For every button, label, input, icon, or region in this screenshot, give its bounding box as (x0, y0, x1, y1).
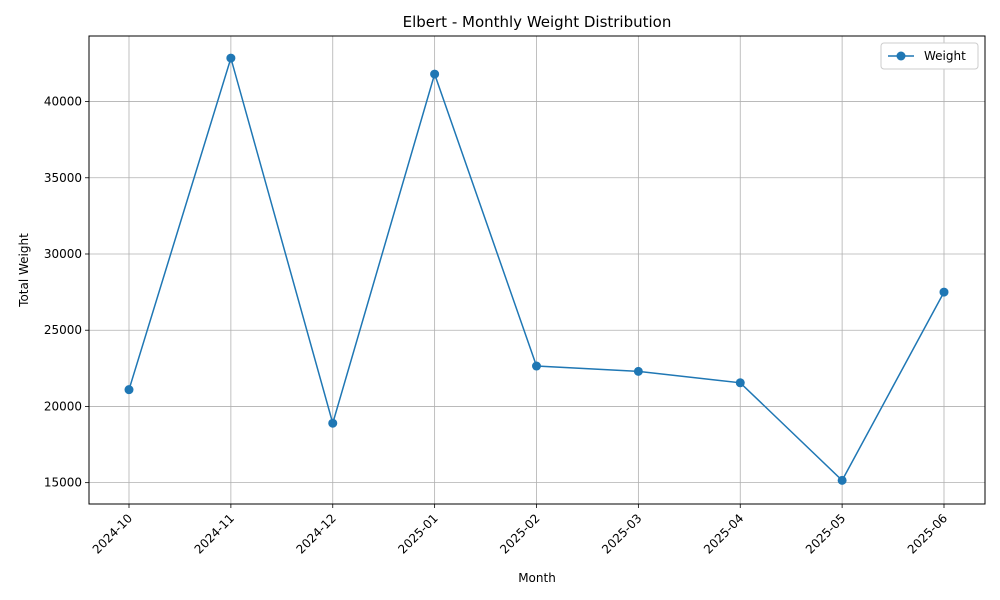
legend-box (880, 42, 979, 70)
data-point (328, 418, 338, 428)
legend: Weight (880, 42, 979, 70)
y-tick-label: 15000 (44, 476, 82, 490)
y-tick-label: 30000 (44, 247, 82, 261)
y-tick-label: 25000 (44, 323, 82, 337)
y-tick-label: 40000 (44, 95, 82, 109)
x-axis-label: Month (518, 571, 556, 585)
chart-title: Elbert - Monthly Weight Distribution (403, 13, 672, 31)
legend-marker (896, 51, 906, 61)
grid (89, 36, 985, 504)
data-point (226, 53, 236, 63)
y-tick-label: 35000 (44, 171, 82, 185)
data-point (735, 378, 745, 388)
data-point (532, 361, 541, 371)
y-tick-label: 20000 (44, 399, 82, 413)
legend-label: Weight (924, 49, 966, 63)
y-axis: 15000 20000 25000 30000 35000 40000 (44, 95, 89, 490)
y-axis-label: Total Weight (17, 233, 31, 308)
data-point (939, 287, 949, 297)
data-point (430, 69, 440, 79)
plot-area-frame (88, 35, 986, 505)
series-group (124, 53, 949, 485)
data-point (124, 385, 134, 395)
data-point (837, 475, 847, 485)
data-point (633, 366, 643, 376)
